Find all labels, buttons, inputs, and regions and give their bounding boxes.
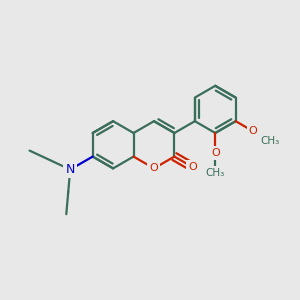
Text: O: O (249, 126, 257, 136)
Text: CH₃: CH₃ (206, 168, 225, 178)
Text: O: O (188, 162, 197, 172)
Text: O: O (211, 148, 220, 158)
Text: N: N (65, 163, 75, 176)
Text: CH₃: CH₃ (261, 136, 280, 146)
Text: O: O (150, 164, 158, 173)
